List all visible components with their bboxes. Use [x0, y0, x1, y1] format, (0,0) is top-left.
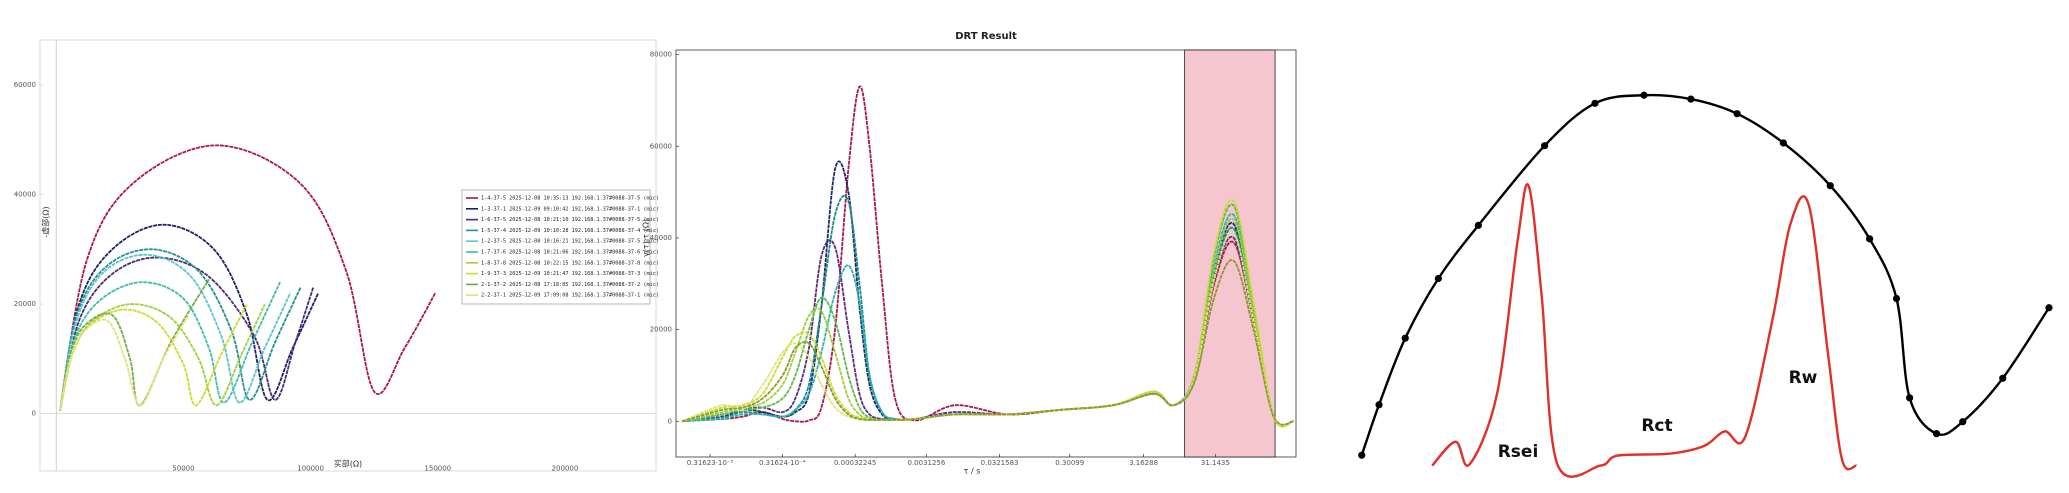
annotation: Rsei	[1498, 442, 1539, 462]
series-marker	[1474, 221, 1482, 229]
x-tick-label: 0.00032245	[834, 459, 876, 467]
y-tick-label: 60000	[650, 142, 672, 150]
y-axis-title: γ(τ)·τ (Ω)	[642, 219, 651, 257]
y-tick-label: 20000	[650, 326, 672, 334]
series-marker	[2045, 304, 2053, 312]
series-line	[59, 253, 292, 411]
x-tick-label: 50000	[172, 465, 194, 473]
series-marker	[1892, 294, 1901, 303]
y-tick-label: 40000	[14, 191, 36, 199]
y-tick-label: 60000	[14, 81, 36, 89]
series-marker	[1687, 95, 1695, 103]
y-tick-label: 0	[32, 410, 36, 418]
x-tick-label: 31.1435	[1201, 459, 1230, 467]
series-marker	[1358, 451, 1366, 459]
series-marker	[1906, 394, 1914, 402]
series-line	[59, 248, 302, 411]
series-marker	[1826, 182, 1834, 190]
legend-label: 1-5-37-4 2025-12-09 10:10:28 192.168.1.3…	[481, 228, 659, 234]
legend-label: 2-1-37-2 2025-12-08 17:18:05 192.168.1.3…	[481, 282, 659, 288]
series-marker	[1591, 99, 1599, 107]
series-marker	[1779, 139, 1787, 147]
plot-frame	[39, 39, 657, 472]
series-marker	[1733, 110, 1741, 118]
series-line	[59, 223, 320, 411]
x-tick-label: 0.30099	[1055, 459, 1084, 467]
y-tick-label: 80000	[650, 51, 672, 59]
series-marker	[1401, 334, 1409, 342]
x-tick-label: 100000	[297, 465, 324, 473]
series-marker	[1959, 418, 1967, 426]
series-marker	[1932, 430, 1941, 438]
legend-box	[461, 189, 651, 305]
legend-label: 1-4-37-5 2025-12-08 10:35:13 192.168.1.3…	[481, 196, 659, 202]
legend-label: 2-2-37-1 2025-12-09 17:09:08 192.168.1.3…	[481, 293, 659, 299]
series-line	[681, 231, 1295, 427]
annotation: Rw	[1789, 368, 1818, 388]
legend-label: 1-6-37-5 2025-12-08 10:21:10 192.168.1.3…	[481, 217, 659, 223]
x-tick-label: 0.0031256	[907, 459, 945, 467]
y-tick-label: 40000	[650, 234, 672, 242]
y-tick-label: 20000	[14, 300, 36, 308]
series-marker	[1640, 91, 1648, 99]
chart-title: DRT Result	[955, 31, 1017, 42]
x-tick-label: 3.16288	[1129, 459, 1158, 467]
x-tick-label: 0.31624·10⁻⁴	[759, 459, 806, 467]
series-line	[59, 278, 210, 411]
annotation: Rct	[1641, 416, 1672, 436]
panel: Rsei Rct Rw	[1358, 91, 2053, 478]
x-tick-label: 0.0321583	[981, 459, 1019, 467]
series-line	[59, 281, 281, 411]
series-marker	[1541, 142, 1549, 150]
series-marker	[1866, 235, 1874, 243]
legend-label: 1-9-37-3 2025-12-09 10:21:47 192.168.1.3…	[481, 271, 659, 277]
panel: DRT Result 0 20000 40000 60000 80000 0.31623·1…	[642, 31, 1297, 476]
series-line	[59, 314, 190, 411]
x-tick-label: 150000	[424, 465, 451, 473]
x-axis-title: τ / s	[964, 467, 981, 476]
series-line	[59, 144, 437, 411]
legend-label: 1-2-37-5 2025-12-08 10:16:21 192.168.1.3…	[481, 239, 659, 245]
x-tick-label: 200000	[552, 465, 579, 473]
highlight-band	[1184, 49, 1276, 458]
series-marker	[1375, 401, 1383, 409]
x-tick-label: 0.31623·10⁻⁵	[687, 459, 734, 467]
y-axis-title: -虚部(Ω)	[41, 206, 51, 237]
legend-label: 1-3-37-1 2025-12-09 09:10:42 192.168.1.3…	[481, 206, 659, 212]
series-marker	[1434, 274, 1442, 283]
legend-label: 1-7-37-6 2025-12-08 10:21:06 192.168.1.3…	[481, 250, 659, 256]
panel: 0 20000 40000 60000 50000 100000 150000 200000 实…	[14, 39, 659, 473]
x-axis-title: 实部(Ω)	[334, 459, 362, 469]
legend-label: 1-8-37-8 2025-12-08 10:22:15 192.168.1.3…	[481, 260, 659, 266]
series-line	[681, 259, 1295, 426]
series-line	[59, 303, 248, 411]
series-marker	[1999, 374, 2007, 382]
y-tick-label: 0	[668, 417, 672, 425]
series-line	[59, 256, 315, 411]
series-line	[1431, 183, 1857, 478]
plot-frame	[675, 49, 1297, 458]
